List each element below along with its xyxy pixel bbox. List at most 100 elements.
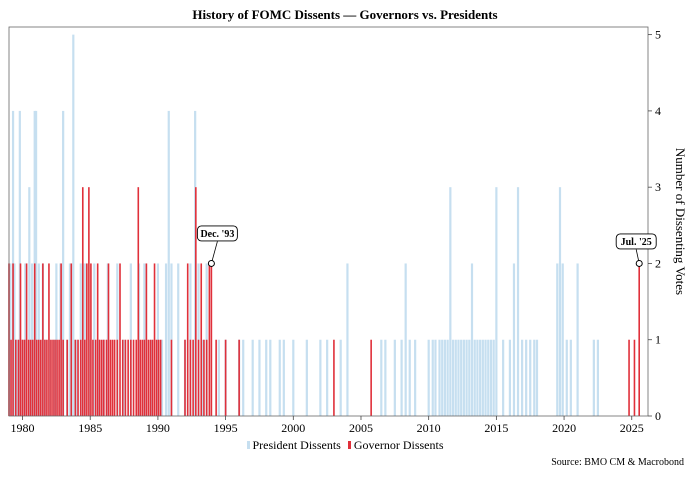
president-bar-100 xyxy=(521,339,524,416)
president-bar-86 xyxy=(470,263,474,416)
governor-bar-60 xyxy=(145,263,148,416)
president-bar-18 xyxy=(62,110,65,417)
governor-bar-16 xyxy=(42,263,44,416)
president-bar-56 xyxy=(278,339,281,416)
legend-swatch-governors xyxy=(347,441,351,449)
president-bar-93 xyxy=(489,339,493,416)
governor-bar-34 xyxy=(86,263,88,416)
y-axis: 0 1 2 3 4 5 xyxy=(648,28,661,423)
president-bar-22 xyxy=(75,339,78,416)
governor-bar-61 xyxy=(147,339,150,416)
governor-bar-83 xyxy=(333,339,335,416)
president-bar-83 xyxy=(462,339,465,416)
president-bar-16 xyxy=(55,263,58,416)
president-bar-0 xyxy=(9,263,12,416)
president-bar-87 xyxy=(473,339,476,416)
president-bar-71 xyxy=(427,339,430,416)
president-bar-36 xyxy=(156,263,160,416)
president-bar-102 xyxy=(529,339,532,416)
governor-bar-21 xyxy=(52,339,54,416)
president-bar-92 xyxy=(487,339,490,416)
legend: President Dissents Governor Dissents xyxy=(0,438,690,453)
governor-bar-30 xyxy=(77,339,79,416)
president-bar-24 xyxy=(83,263,86,416)
y-tick-label-4: 4 xyxy=(655,104,661,118)
governor-bar-76 xyxy=(203,339,205,416)
governor-bar-29 xyxy=(74,339,77,416)
governor-bar-20 xyxy=(50,339,52,416)
x-tick-label-2005: 2005 xyxy=(349,421,373,435)
governor-bar-44 xyxy=(107,263,110,416)
governor-bar-42 xyxy=(102,339,105,416)
annotation-marker-0 xyxy=(207,259,215,267)
governor-bar-80 xyxy=(215,339,217,416)
governor-bar-25 xyxy=(60,263,62,416)
president-bar-48 xyxy=(217,339,220,416)
governor-bar-71 xyxy=(189,339,192,416)
president-bar-94 xyxy=(492,339,495,416)
annotation-marker-1 xyxy=(635,259,643,267)
governor-bar-48 xyxy=(116,339,119,416)
president-bar-47 xyxy=(205,263,208,416)
legend-item-governors: Governor Dissents xyxy=(347,438,444,453)
president-bar-38 xyxy=(164,263,168,416)
x-axis: 1980 1985 1990 1995 2000 2005 2010 2015 2020 2025 xyxy=(11,416,644,435)
y-tick-label-1: 1 xyxy=(655,333,661,347)
governor-bar-78 xyxy=(208,263,211,416)
legend-swatch-presidents xyxy=(246,441,250,449)
president-bar-43 xyxy=(189,263,192,416)
president-bar-8 xyxy=(30,263,34,416)
governor-bar-19 xyxy=(48,263,50,416)
president-bar-89 xyxy=(479,339,482,416)
governor-bar-64 xyxy=(153,263,156,416)
x-tick-label-2000: 2000 xyxy=(281,421,305,435)
president-bar-81 xyxy=(457,339,460,416)
president-bar-37 xyxy=(160,339,164,416)
governor-bar-8 xyxy=(25,263,28,416)
president-bar-72 xyxy=(431,339,434,416)
governor-bar-10 xyxy=(29,339,32,416)
governor-bar-28 xyxy=(70,263,73,416)
x-tick-label-2020: 2020 xyxy=(552,421,576,435)
president-bar-40 xyxy=(170,263,173,416)
president-bar-104 xyxy=(535,339,539,416)
annotation-label-1: Jul. '25 xyxy=(621,237,652,248)
governor-bar-55 xyxy=(135,339,138,416)
president-bar-101 xyxy=(525,339,528,416)
president-bar-62 xyxy=(339,339,342,416)
governor-bar-17 xyxy=(44,339,46,416)
president-bar-66 xyxy=(393,339,396,416)
annotations: Dec. '93 Jul. '25 xyxy=(196,225,657,267)
president-bar-23 xyxy=(79,263,82,416)
annotation-leader-0 xyxy=(211,241,218,264)
chart-title: History of FOMC Dissents — Governors vs.… xyxy=(192,7,497,22)
president-bar-85 xyxy=(468,339,471,416)
governor-bar-39 xyxy=(96,263,99,416)
president-bar-77 xyxy=(446,339,449,416)
y-tick-label-5: 5 xyxy=(655,28,661,42)
governor-bar-87 xyxy=(638,263,640,416)
governor-bar-37 xyxy=(92,339,94,416)
x-tick-label-2025: 2025 xyxy=(620,421,644,435)
governor-bar-79 xyxy=(210,263,213,416)
governor-bar-66 xyxy=(157,339,160,416)
president-bar-3 xyxy=(16,339,19,416)
president-bar-106 xyxy=(558,187,562,416)
governor-bar-82 xyxy=(238,339,240,416)
source-note: Source: BMO CM & Macrobond xyxy=(551,457,684,468)
governor-bar-47 xyxy=(113,339,116,416)
governor-bar-4 xyxy=(17,339,20,416)
governor-bar-41 xyxy=(100,339,103,416)
president-bar-112 xyxy=(596,339,600,416)
president-bar-111 xyxy=(592,339,595,416)
president-bar-99 xyxy=(516,187,520,416)
governor-bar-86 xyxy=(633,339,636,416)
legend-label-presidents: President Dissents xyxy=(252,438,341,452)
president-bar-69 xyxy=(408,339,411,416)
annotation-box-0 xyxy=(196,225,238,242)
president-bar-68 xyxy=(404,263,407,416)
president-bar-90 xyxy=(481,339,484,416)
legend-label-governors: Governor Dissents xyxy=(353,438,444,452)
president-bar-2 xyxy=(13,263,16,416)
